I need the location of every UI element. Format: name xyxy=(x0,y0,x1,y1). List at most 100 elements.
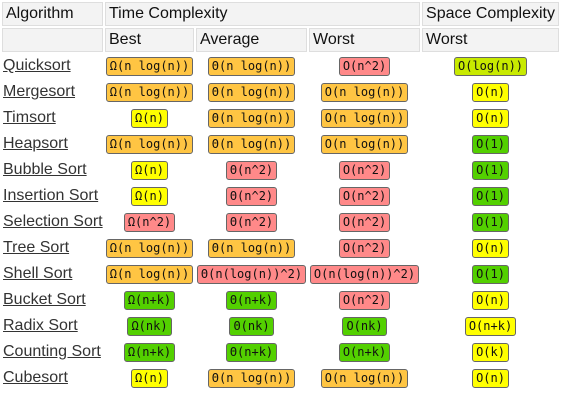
algorithm-cell: Radix Sort xyxy=(2,314,103,338)
complexity-badge: Θ(n^2) xyxy=(225,160,278,180)
algorithm-cell: Quicksort xyxy=(2,54,103,78)
worst-cell: O(n+k) xyxy=(309,340,420,364)
complexity-badge: O(1) xyxy=(472,160,509,180)
space-cell: O(1) xyxy=(422,210,559,234)
space-cell: O(n) xyxy=(422,236,559,260)
space-cell: O(n) xyxy=(422,366,559,390)
complexity-badge: O(log(n)) xyxy=(454,56,528,76)
complexity-badge: Θ(n log(n)) xyxy=(207,368,296,388)
complexity-badge: O(n) xyxy=(472,238,509,258)
algorithm-link[interactable]: Tree Sort xyxy=(3,239,70,256)
best-cell: Ω(n+k) xyxy=(105,288,194,312)
complexity-badge: O(n log(n)) xyxy=(320,134,409,154)
algorithm-cell: Timsort xyxy=(2,106,103,130)
complexity-badge: Θ(n log(n)) xyxy=(207,108,296,128)
complexity-badge: Θ(n+k) xyxy=(225,290,278,310)
complexity-badge: O(nk) xyxy=(342,316,387,336)
algorithm-link[interactable]: Heapsort xyxy=(3,135,68,152)
average-cell: Θ(n log(n)) xyxy=(196,366,307,390)
table-row: Bubble Sort Ω(n) Θ(n^2) O(n^2) O(1) xyxy=(2,158,559,182)
algorithm-link[interactable]: Bucket Sort xyxy=(3,291,86,308)
complexity-badge: Ω(n log(n)) xyxy=(105,134,194,154)
complexity-badge: Θ(n log(n)) xyxy=(207,134,296,154)
complexity-badge: O(1) xyxy=(472,212,509,232)
algorithm-cell: Bubble Sort xyxy=(2,158,103,182)
worst-cell: O(n(log(n))^2) xyxy=(309,262,420,286)
header-space-worst: Worst xyxy=(422,28,560,52)
complexity-badge: Ω(n log(n)) xyxy=(105,56,194,76)
complexity-badge: O(n) xyxy=(472,290,509,310)
best-cell: Ω(n) xyxy=(105,366,194,390)
complexity-badge: O(n^2) xyxy=(338,186,391,206)
table-row: Selection Sort Ω(n^2) Θ(n^2) O(n^2) O(1) xyxy=(2,210,559,234)
worst-cell: O(n^2) xyxy=(309,210,420,234)
complexity-badge: O(k) xyxy=(472,342,509,362)
table-row: Counting Sort Ω(n+k) Θ(n+k) O(n+k) O(k) xyxy=(2,340,559,364)
space-cell: O(1) xyxy=(422,262,559,286)
algorithm-link[interactable]: Radix Sort xyxy=(3,317,78,334)
average-cell: Θ(n log(n)) xyxy=(196,54,307,78)
complexity-badge: O(n) xyxy=(472,82,509,102)
complexity-badge: Ω(nk) xyxy=(127,316,172,336)
complexity-badge: Θ(nk) xyxy=(229,316,274,336)
table-header: Algorithm Time Complexity Space Complexi… xyxy=(2,2,560,52)
complexity-badge: O(n+k) xyxy=(464,316,517,336)
algorithm-link[interactable]: Insertion Sort xyxy=(3,187,99,204)
space-cell: O(n+k) xyxy=(422,314,559,338)
algorithm-cell: Cubesort xyxy=(2,366,103,390)
average-cell: Θ(n^2) xyxy=(196,184,307,208)
algorithm-link[interactable]: Bubble Sort xyxy=(3,161,87,178)
table-row: Mergesort Ω(n log(n)) Θ(n log(n)) O(n log(n… xyxy=(2,80,559,104)
complexity-badge: O(n log(n)) xyxy=(320,82,409,102)
average-cell: Θ(n log(n)) xyxy=(196,236,307,260)
complexity-badge: O(n^2) xyxy=(338,160,391,180)
worst-cell: O(n^2) xyxy=(309,158,420,182)
worst-cell: O(n^2) xyxy=(309,184,420,208)
complexity-badge: O(n) xyxy=(472,368,509,388)
algorithm-link[interactable]: Counting Sort xyxy=(3,343,101,360)
average-cell: Θ(n^2) xyxy=(196,210,307,234)
complexity-badge: Θ(n+k) xyxy=(225,342,278,362)
header-best: Best xyxy=(105,28,194,52)
space-cell: O(1) xyxy=(422,132,559,156)
best-cell: Ω(n) xyxy=(105,184,194,208)
complexity-badge: O(1) xyxy=(472,186,509,206)
complexity-badge: Ω(n) xyxy=(131,186,168,206)
best-cell: Ω(n log(n)) xyxy=(105,236,194,260)
worst-cell: O(n^2) xyxy=(309,288,420,312)
complexity-badge: O(n^2) xyxy=(338,238,391,258)
header-algorithm: Algorithm xyxy=(2,2,103,26)
complexity-badge: O(1) xyxy=(472,264,509,284)
complexity-badge: Ω(n log(n)) xyxy=(105,238,194,258)
complexity-badge: Ω(n log(n)) xyxy=(105,82,194,102)
worst-cell: O(nk) xyxy=(309,314,420,338)
best-cell: Ω(n+k) xyxy=(105,340,194,364)
complexity-table: Algorithm Time Complexity Space Complexi… xyxy=(2,2,560,390)
space-cell: O(1) xyxy=(422,158,559,182)
space-cell: O(1) xyxy=(422,184,559,208)
algorithm-link[interactable]: Timsort xyxy=(3,109,56,126)
algorithm-link[interactable]: Selection Sort xyxy=(3,213,103,230)
space-cell: O(n) xyxy=(422,288,559,312)
algorithm-link[interactable]: Cubesort xyxy=(3,369,68,386)
algorithm-link[interactable]: Shell Sort xyxy=(3,265,73,282)
best-cell: Ω(n log(n)) xyxy=(105,262,194,286)
best-cell: Ω(nk) xyxy=(105,314,194,338)
average-cell: Θ(n log(n)) xyxy=(196,106,307,130)
table-row: Insertion Sort Ω(n) Θ(n^2) O(n^2) O(1) xyxy=(2,184,559,208)
average-cell: Θ(n(log(n))^2) xyxy=(196,262,307,286)
header-row-main: Algorithm Time Complexity Space Complexi… xyxy=(2,2,560,26)
complexity-badge: Ω(n+k) xyxy=(123,290,176,310)
algorithm-cell: Bucket Sort xyxy=(2,288,103,312)
average-cell: Θ(n+k) xyxy=(196,340,307,364)
average-cell: Θ(n log(n)) xyxy=(196,80,307,104)
complexity-badge: O(n+k) xyxy=(338,342,391,362)
complexity-badge: Θ(n(log(n))^2) xyxy=(196,264,307,284)
algorithm-link[interactable]: Mergesort xyxy=(3,83,76,100)
complexity-badge: Θ(n^2) xyxy=(225,212,278,232)
algorithm-link[interactable]: Quicksort xyxy=(3,57,71,74)
algorithm-cell: Selection Sort xyxy=(2,210,103,234)
table-row: Heapsort Ω(n log(n)) Θ(n log(n)) O(n log(n)… xyxy=(2,132,559,156)
complexity-badge: Ω(n log(n)) xyxy=(105,264,194,284)
complexity-badge: Ω(n) xyxy=(131,368,168,388)
